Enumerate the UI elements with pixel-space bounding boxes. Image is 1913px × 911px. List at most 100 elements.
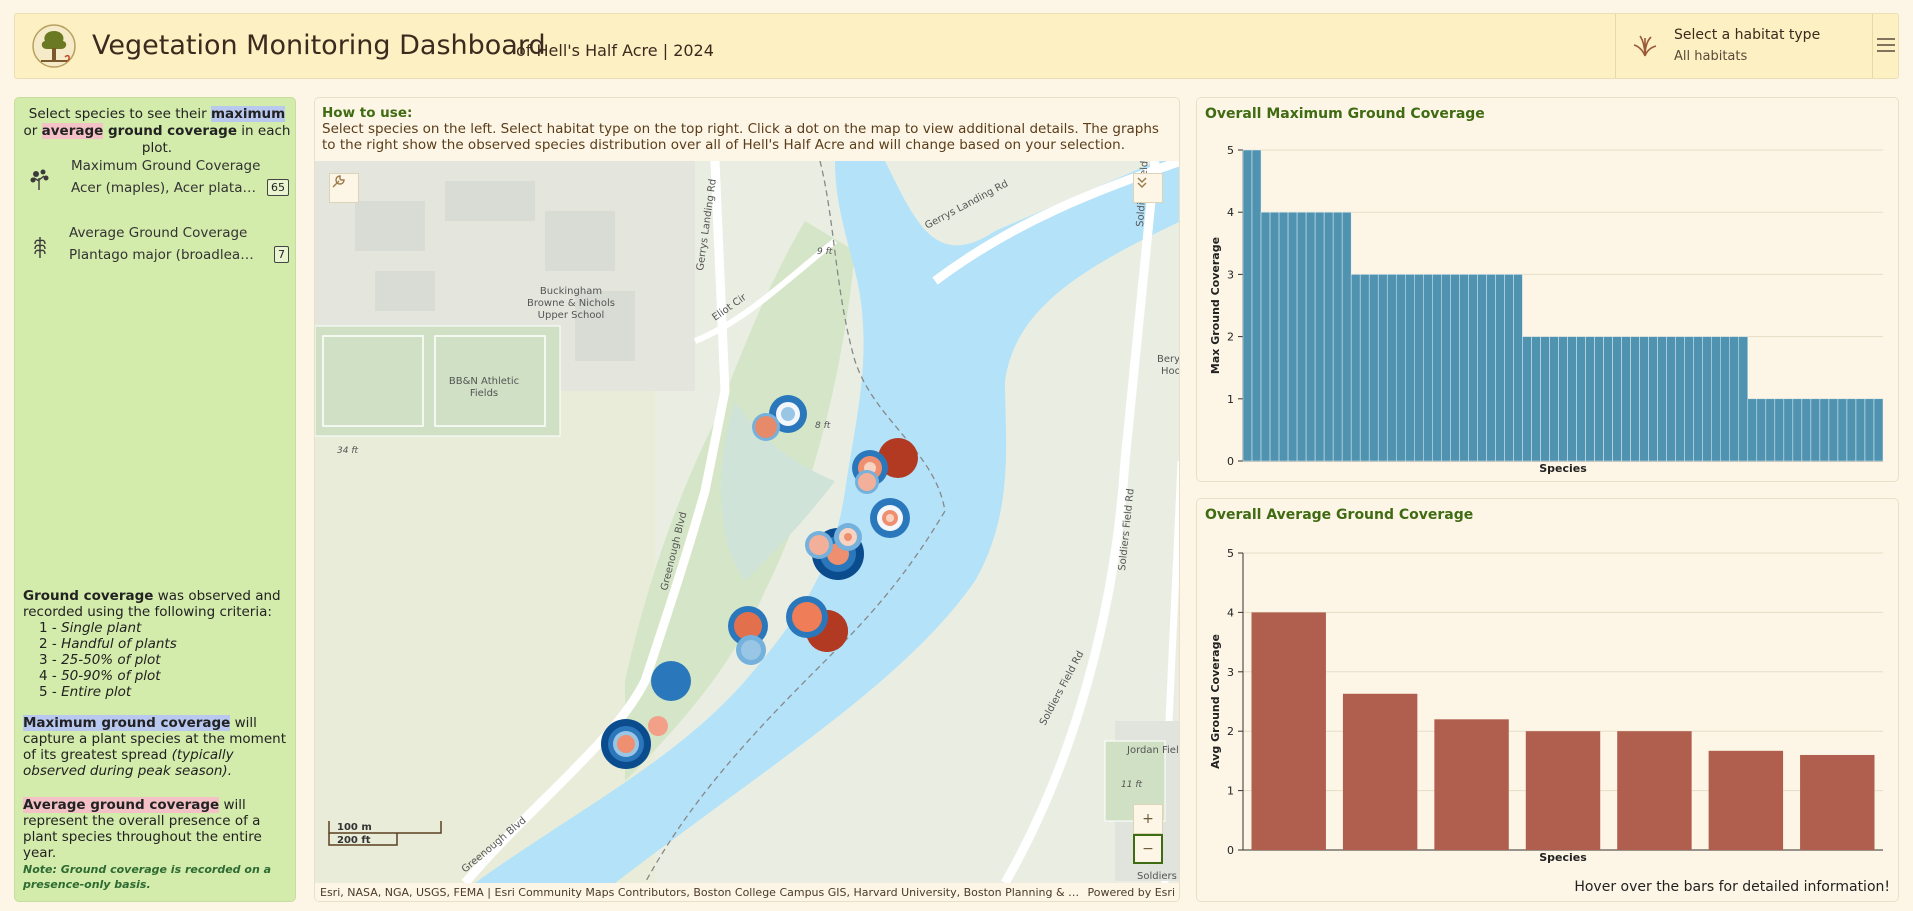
intro-maximum: maximum (210, 106, 286, 122)
bar[interactable] (1828, 398, 1839, 462)
bar[interactable] (1477, 274, 1487, 462)
species-item-maximum[interactable]: Maximum Ground Coverage Acer (maples), A… (23, 156, 289, 206)
map[interactable]: Buckingham Browne & Nichols Upper School… (315, 161, 1180, 883)
bar[interactable] (1657, 336, 1667, 462)
bar[interactable] (1630, 336, 1640, 462)
plot-marker[interactable] (648, 716, 668, 736)
collapse-chevron-button[interactable] (1133, 173, 1163, 203)
bar[interactable] (1441, 274, 1451, 462)
y-tick-label: 2 (1227, 331, 1234, 344)
bar[interactable] (1864, 398, 1875, 462)
bar[interactable] (1287, 211, 1298, 462)
bar[interactable] (1260, 211, 1271, 462)
bar[interactable] (1434, 719, 1509, 850)
bar[interactable] (1800, 754, 1875, 850)
bar[interactable] (1837, 398, 1848, 462)
bar[interactable] (1450, 274, 1460, 462)
bar[interactable] (1558, 336, 1568, 462)
plot-marker[interactable] (651, 661, 691, 701)
bar[interactable] (1405, 274, 1415, 462)
bar[interactable] (1504, 274, 1514, 462)
bar[interactable] (1386, 274, 1397, 462)
habitat-selector[interactable]: Select a habitat type All habitats (1615, 14, 1873, 78)
bar[interactable] (1567, 336, 1577, 462)
bar[interactable] (1711, 336, 1721, 462)
bar[interactable] (1612, 336, 1622, 462)
bar[interactable] (1617, 731, 1692, 850)
y-tick-label: 4 (1227, 206, 1234, 219)
bar[interactable] (1666, 336, 1676, 462)
zoom-in-button[interactable]: + (1133, 804, 1163, 834)
bar[interactable] (1765, 398, 1776, 462)
bar[interactable] (1432, 274, 1442, 462)
bar[interactable] (1531, 336, 1541, 462)
bar[interactable] (1323, 211, 1334, 462)
bar[interactable] (1792, 398, 1803, 462)
bar[interactable] (1540, 336, 1550, 462)
bar[interactable] (1468, 274, 1478, 462)
species-item-average[interactable]: Average Ground Coverage Plantago major (… (23, 223, 289, 273)
bar[interactable] (1332, 211, 1343, 462)
zoom-out-button[interactable]: − (1133, 834, 1163, 864)
species-count-badge: 65 (267, 179, 289, 196)
bar[interactable] (1729, 336, 1740, 462)
bar[interactable] (1675, 336, 1685, 462)
bar[interactable] (1648, 336, 1658, 462)
criteria-item: 3 - 25-50% of plot (39, 652, 161, 668)
habitat-label: Select a habitat type (1674, 27, 1821, 43)
bar[interactable] (1810, 398, 1821, 462)
svg-text:Jordan Field: Jordan Field (1126, 745, 1180, 756)
hamburger-menu-icon[interactable] (1873, 32, 1899, 58)
bar[interactable] (1359, 274, 1370, 462)
bar[interactable] (1639, 336, 1649, 462)
bar[interactable] (1576, 336, 1586, 462)
bar[interactable] (1585, 336, 1595, 462)
bar[interactable] (1594, 336, 1604, 462)
bar[interactable] (1684, 336, 1694, 462)
bar[interactable] (1783, 398, 1794, 462)
bar[interactable] (1342, 693, 1418, 850)
bar[interactable] (1603, 336, 1613, 462)
bar[interactable] (1873, 398, 1884, 462)
bar[interactable] (1801, 398, 1812, 462)
bar[interactable] (1341, 211, 1352, 462)
map-canvas[interactable]: Buckingham Browne & Nichols Upper School… (315, 161, 1180, 883)
powered-by-esri[interactable]: Powered by Esri (1087, 886, 1175, 899)
bar[interactable] (1414, 274, 1424, 462)
bar[interactable] (1522, 336, 1532, 462)
bar[interactable] (1368, 274, 1379, 462)
bar[interactable] (1738, 336, 1749, 462)
bar[interactable] (1395, 274, 1406, 462)
bar[interactable] (1525, 731, 1601, 850)
bar[interactable] (1296, 211, 1307, 462)
bar[interactable] (1708, 750, 1784, 850)
bar[interactable] (1846, 398, 1857, 462)
bar[interactable] (1756, 398, 1767, 462)
bar[interactable] (1747, 398, 1758, 462)
bar[interactable] (1459, 274, 1469, 462)
bar[interactable] (1350, 274, 1361, 462)
bar[interactable] (1251, 149, 1262, 462)
bar[interactable] (1423, 274, 1433, 462)
bar[interactable] (1269, 211, 1280, 462)
bar[interactable] (1242, 149, 1253, 462)
bar[interactable] (1486, 274, 1496, 462)
bar[interactable] (1251, 612, 1326, 850)
bar[interactable] (1549, 336, 1559, 462)
bar[interactable] (1495, 274, 1505, 462)
bar[interactable] (1314, 211, 1325, 462)
bar[interactable] (1278, 211, 1289, 462)
bar[interactable] (1819, 398, 1830, 462)
bar[interactable] (1305, 211, 1316, 462)
bar[interactable] (1774, 398, 1785, 462)
wrench-tool-button[interactable] (329, 173, 359, 203)
plot-markers[interactable] (601, 395, 918, 769)
bar[interactable] (1693, 336, 1703, 462)
bar[interactable] (1855, 398, 1866, 462)
bar[interactable] (1621, 336, 1631, 462)
bar[interactable] (1720, 336, 1731, 462)
y-axis-label: Avg Ground Coverage (1209, 634, 1222, 769)
bar[interactable] (1513, 274, 1523, 462)
bar[interactable] (1702, 336, 1712, 462)
bar[interactable] (1377, 274, 1388, 462)
